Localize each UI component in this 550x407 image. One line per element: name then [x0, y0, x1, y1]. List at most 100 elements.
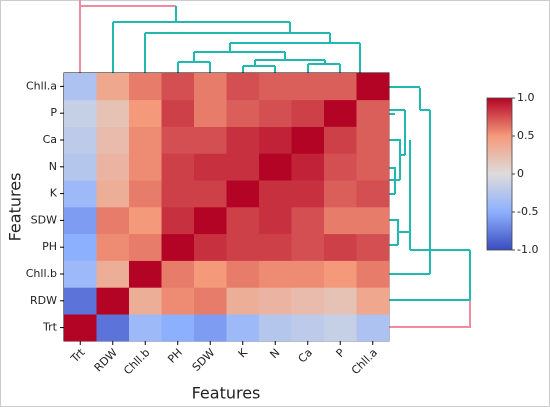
heatmap-cell	[194, 260, 227, 288]
heatmap-cell	[291, 73, 325, 101]
heatmap-cell	[356, 207, 390, 235]
heatmap-cell	[194, 314, 227, 342]
heatmap-cell	[194, 233, 227, 261]
heatmap-cell	[161, 73, 195, 101]
heatmap-cell	[161, 153, 195, 181]
heatmap-cell	[96, 99, 130, 127]
y-tick-label: Trt	[42, 321, 58, 334]
heatmap-cell	[96, 233, 130, 261]
heatmap-cell	[226, 233, 260, 261]
heatmap-cell	[291, 153, 325, 181]
y-tick-label: SDW	[31, 213, 57, 226]
heatmap-cell	[194, 73, 227, 101]
heatmap-cell	[356, 126, 390, 154]
top-dendrogram	[79, 0, 361, 73]
heatmap-cell	[161, 314, 195, 342]
heatmap-cell	[64, 99, 97, 127]
heatmap-cell	[324, 287, 357, 315]
heatmap-cell	[64, 233, 97, 261]
heatmap-cell	[291, 287, 325, 315]
heatmap-cell	[129, 126, 162, 154]
y-tick-label: Ca	[43, 133, 57, 146]
heatmap-cell	[291, 314, 325, 342]
heatmap-cell	[259, 287, 292, 315]
right-dendrogram	[389, 86, 471, 328]
heatmap-cell	[324, 99, 357, 127]
colorbar-tick-label: -1.0	[517, 243, 538, 256]
heatmap-cell	[129, 180, 162, 208]
heatmap-cell	[194, 126, 227, 154]
heatmap-cell	[226, 153, 260, 181]
heatmap-cell	[64, 180, 97, 208]
heatmap-cell	[324, 233, 357, 261]
heatmap-cell	[161, 180, 195, 208]
heatmap-cell	[226, 207, 260, 235]
colorbar-tick-label: 0	[517, 167, 524, 180]
heatmap-cell	[96, 126, 130, 154]
heatmap-cell	[226, 99, 260, 127]
heatmap-cell	[161, 126, 195, 154]
heatmap-cell	[259, 207, 292, 235]
x-axis-title: Features	[192, 384, 261, 403]
heatmap-cell	[129, 99, 162, 127]
heatmap-cell	[356, 233, 390, 261]
heatmap-cell	[64, 287, 97, 315]
heatmap-cell	[291, 180, 325, 208]
heatmap-cell	[356, 180, 390, 208]
heatmap-cell	[259, 153, 292, 181]
heatmap-cell	[129, 233, 162, 261]
heatmap-cell	[96, 73, 130, 101]
y-tick-label: P	[50, 106, 57, 119]
colorbar-tick-label: -0.5	[517, 205, 538, 218]
y-tick-label: Chll.b	[26, 267, 57, 280]
heatmap-cell	[324, 314, 357, 342]
heatmap-cell	[96, 287, 130, 315]
heatmap-cell	[259, 99, 292, 127]
heatmap-cell	[259, 73, 292, 101]
heatmap-cell	[161, 287, 195, 315]
heatmap-cell	[291, 233, 325, 261]
heatmap-cell	[324, 126, 357, 154]
heatmap-cell	[226, 126, 260, 154]
heatmap-cell	[324, 73, 357, 101]
heatmap-cell	[356, 260, 390, 288]
heatmap-cell	[64, 314, 97, 342]
heatmap-cell	[324, 180, 357, 208]
heatmap-cell	[324, 153, 357, 181]
heatmap-cell	[64, 126, 97, 154]
heatmap-cell	[356, 153, 390, 181]
y-tick-label: Chll.a	[26, 79, 57, 92]
heatmap-cell	[96, 207, 130, 235]
heatmap-cell	[356, 73, 390, 101]
heatmap-cell	[291, 99, 325, 127]
heatmap-cell	[64, 207, 97, 235]
heatmap-cell	[64, 260, 97, 288]
heatmap-cell	[226, 73, 260, 101]
heatmap-cell	[226, 260, 260, 288]
colorbar-tick-label: 0.5	[517, 129, 535, 142]
heatmap-cell	[194, 99, 227, 127]
heatmap-cell	[129, 260, 162, 288]
heatmap-cell	[324, 207, 357, 235]
heatmap-cell	[324, 260, 357, 288]
heatmap-cell	[96, 260, 130, 288]
heatmap-cell	[64, 73, 97, 101]
heatmap-cell	[161, 233, 195, 261]
y-tick-label: K	[50, 187, 58, 200]
heatmap-cell	[161, 260, 195, 288]
y-tick-label: PH	[42, 240, 57, 253]
heatmap-cell	[291, 260, 325, 288]
heatmap-cell	[96, 314, 130, 342]
heatmap-cell	[356, 314, 390, 342]
colorbar-tick-label: 1.0	[517, 91, 535, 104]
heatmap-cell	[129, 287, 162, 315]
heatmap-cell	[226, 180, 260, 208]
heatmap-cell	[129, 314, 162, 342]
heatmap-cell	[291, 126, 325, 154]
heatmap-cell	[356, 99, 390, 127]
heatmap-cell	[194, 287, 227, 315]
heatmap-cell	[259, 314, 292, 342]
y-axis-title: Features	[6, 173, 25, 242]
heatmap-cell	[194, 180, 227, 208]
